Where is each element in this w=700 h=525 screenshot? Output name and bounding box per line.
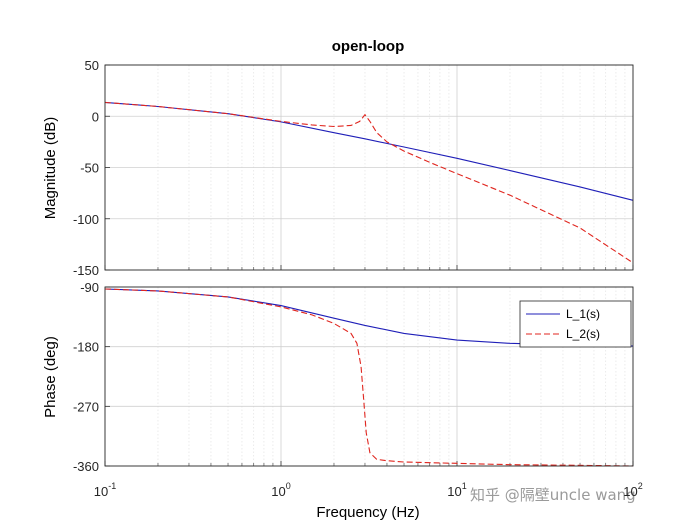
legend-box (519, 300, 632, 348)
legend-label: L_1(s) (566, 307, 600, 321)
x-axis-label: Frequency (Hz) (316, 504, 419, 521)
y-tick-label: -180 (73, 340, 99, 355)
phase-plot: -90 -180 -270 -360 L_1(s) L_2(s) (73, 280, 634, 474)
x-tick-label: 10-1 (94, 481, 116, 499)
y-tick-label: 0 (92, 109, 99, 124)
series-line-l2 (104, 101, 634, 264)
y-tick-label: -270 (73, 399, 99, 414)
y-tick-label: 50 (85, 58, 99, 73)
magnitude-plot: 50 0 -50 -100 -150 (73, 58, 634, 278)
series-line-l2 (104, 288, 634, 467)
y-tick-label: -50 (80, 161, 99, 176)
legend: L_1(s) L_2(s) (519, 300, 632, 348)
y-tick-label: -150 (73, 263, 99, 278)
plot-frame (104, 286, 634, 467)
watermark-text: 知乎 @隔壁uncle wang (470, 486, 636, 504)
x-tick-label: 101 (447, 481, 466, 499)
x-tick-label: 100 (271, 481, 290, 499)
chart-title: open-loop (332, 38, 404, 55)
legend-label: L_2(s) (566, 327, 600, 341)
plot-frame (104, 64, 634, 271)
y-tick-label: -100 (73, 212, 99, 227)
magnitude-axis-label: Magnitude (dB) (42, 117, 59, 220)
y-tick-label: -90 (80, 280, 99, 295)
phase-axis-label: Phase (deg) (42, 336, 59, 418)
x-tick-label: 102 (623, 481, 642, 499)
y-tick-label: -360 (73, 459, 99, 474)
